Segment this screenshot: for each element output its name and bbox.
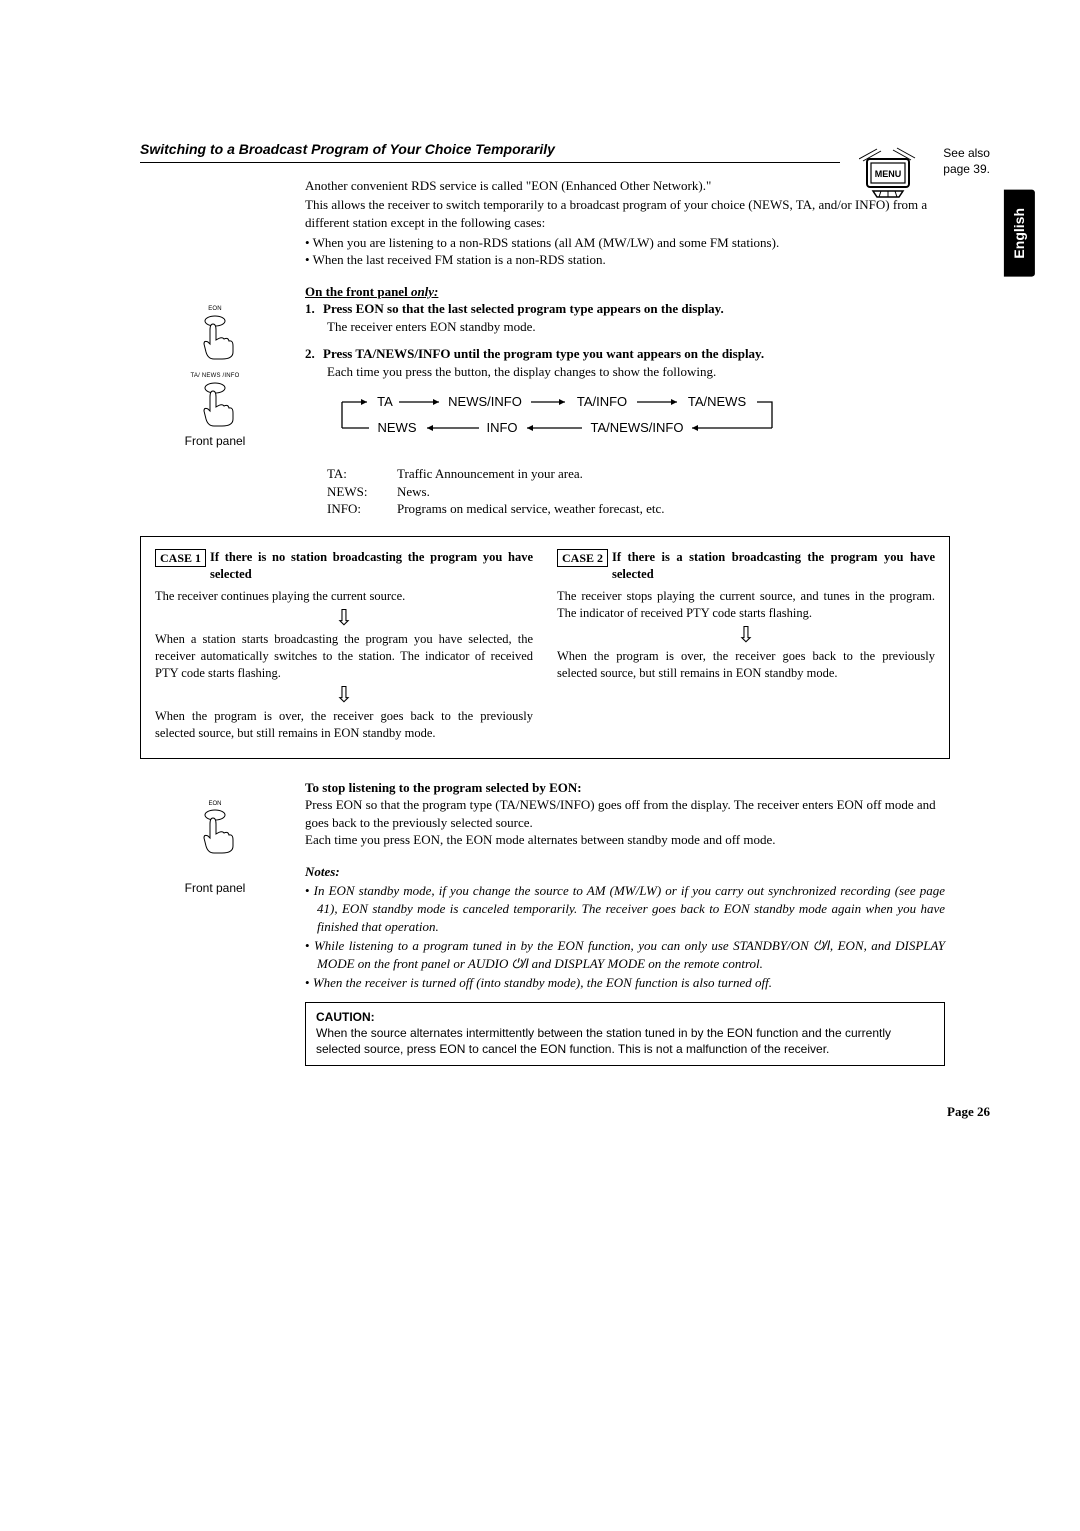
step2-sub: Each time you press the button, the disp… <box>327 363 945 381</box>
down-arrow-icon: ⇩ <box>557 624 935 646</box>
case2-head: If there is a station broadcasting the p… <box>612 549 935 583</box>
intro-b1: When you are listening to a non-RDS stat… <box>305 234 945 252</box>
intro-b2: When the last received FM station is a n… <box>305 251 945 269</box>
case2-p2: When the program is over, the receiver g… <box>557 648 935 682</box>
def-ta-v: Traffic Announcement in your area. <box>397 465 583 483</box>
see-also-l1: See also <box>943 145 990 161</box>
cycle-diagram: TA NEWS/INFO TA/INFO TA/NEWS TA/NEWS/INF… <box>327 388 945 457</box>
case1-badge: CASE 1 <box>155 549 206 567</box>
step1-sub: The receiver enters EON standby mode. <box>327 318 945 336</box>
see-also-l2: page 39. <box>943 161 990 177</box>
case-1: CASE 1 If there is no station broadcasti… <box>155 549 533 742</box>
front-panel-label: Front panel <box>140 433 290 449</box>
svg-text:NEWS: NEWS <box>378 420 417 435</box>
section-title-row: Switching to a Broadcast Program of Your… <box>140 140 840 163</box>
front-panel-only: On the front panel only: <box>305 283 945 301</box>
ta-news-info-label: TA/ NEWS /INFO <box>140 372 290 380</box>
caution-body: When the source alternates intermittentl… <box>316 1025 934 1057</box>
intro-p1: Another convenient RDS service is called… <box>305 177 945 195</box>
note-3: When the receiver is turned off (into st… <box>305 974 945 992</box>
step1-bold: Press EON so that the last selected prog… <box>323 301 724 316</box>
language-tab: English <box>1004 190 1035 277</box>
case1-p2: When a station starts broadcasting the p… <box>155 631 533 682</box>
press-button-icon <box>194 808 236 854</box>
press-button-icon <box>194 381 236 427</box>
front-panel-icons-2: EON Front panel <box>140 800 290 896</box>
svg-text:NEWS/INFO: NEWS/INFO <box>448 394 522 409</box>
case-2: CASE 2 If there is a station broadcastin… <box>557 549 935 742</box>
see-also: See also page 39. <box>943 145 990 177</box>
svg-text:TA/INFO: TA/INFO <box>577 394 627 409</box>
step-1: 1.Press EON so that the last selected pr… <box>305 300 945 335</box>
front-head-pre: On the front panel <box>305 284 411 299</box>
caution-head: CAUTION: <box>316 1009 934 1025</box>
case1-head: If there is no station broadcasting the … <box>210 549 533 583</box>
notes-head: Notes: <box>305 863 945 881</box>
stop-head: To stop listening to the program selecte… <box>305 780 582 795</box>
def-news-k: NEWS: <box>327 483 397 501</box>
svg-text:TA: TA <box>377 394 393 409</box>
svg-text:MENU: MENU <box>875 169 902 179</box>
step2-bold: Press TA/NEWS/INFO until the program typ… <box>323 346 764 361</box>
cases-box: CASE 1 If there is no station broadcasti… <box>140 536 950 759</box>
def-ta-k: TA: <box>327 465 397 483</box>
front-panel-label-2: Front panel <box>140 880 290 896</box>
svg-text:INFO: INFO <box>486 420 517 435</box>
front-head-em: only: <box>411 284 438 299</box>
case1-p1: The receiver continues playing the curre… <box>155 588 533 605</box>
front-panel-icons-1: EON TA/ NEWS /INFO Front panel <box>140 305 290 449</box>
step2-num: 2. <box>305 345 323 363</box>
section-title: Switching to a Broadcast Program of Your… <box>140 141 555 157</box>
def-news-v: News. <box>397 483 430 501</box>
case1-p3: When the program is over, the receiver g… <box>155 708 533 742</box>
definitions: TA:Traffic Announcement in your area. NE… <box>327 465 945 518</box>
svg-text:TA/NEWS: TA/NEWS <box>688 394 747 409</box>
intro-block: Another convenient RDS service is called… <box>305 177 945 269</box>
step1-num: 1. <box>305 300 323 318</box>
def-info-k: INFO: <box>327 500 397 518</box>
case2-p1: The receiver stops playing the current s… <box>557 588 935 622</box>
note-1: In EON standby mode, if you change the s… <box>305 882 945 935</box>
step-2: 2.Press TA/NEWS/INFO until the program t… <box>305 345 945 517</box>
intro-p2: This allows the receiver to switch tempo… <box>305 196 945 231</box>
eon-button-label-2: EON <box>140 800 290 808</box>
menu-screen-icon: MENU <box>859 145 917 199</box>
def-info-v: Programs on medical service, weather for… <box>397 500 664 518</box>
down-arrow-icon: ⇩ <box>155 607 533 629</box>
eon-button-label: EON <box>140 305 290 313</box>
caution-box: CAUTION: When the source alternates inte… <box>305 1002 945 1067</box>
svg-text:TA/NEWS/INFO: TA/NEWS/INFO <box>591 420 684 435</box>
press-button-icon <box>194 314 236 360</box>
down-arrow-icon: ⇩ <box>155 684 533 706</box>
stop-p2: Each time you press EON, the EON mode al… <box>305 831 945 849</box>
stop-p1: Press EON so that the program type (TA/N… <box>305 796 945 831</box>
notes-list: In EON standby mode, if you change the s… <box>305 882 945 991</box>
page-number: Page 26 <box>947 1103 990 1121</box>
case2-badge: CASE 2 <box>557 549 608 567</box>
note-2: While listening to a program tuned in by… <box>305 937 945 972</box>
